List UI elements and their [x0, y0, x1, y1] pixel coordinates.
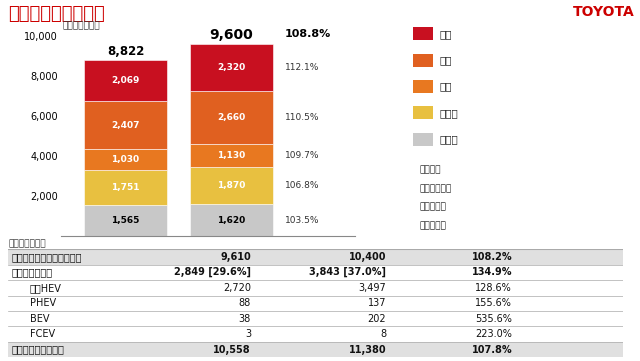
Text: 106.8%: 106.8% [285, 181, 319, 190]
Bar [84, 170, 167, 205]
FancyBboxPatch shape [8, 280, 623, 296]
Bar [190, 144, 273, 166]
Text: 1,130: 1,130 [218, 151, 246, 160]
Text: 10,400: 10,400 [349, 252, 386, 262]
Text: （単位：千台）: （単位：千台） [62, 21, 100, 30]
Text: グループ総販売台数: グループ総販売台数 [12, 345, 64, 355]
Bar [84, 149, 167, 170]
Text: 連結販売台数見通し: 連結販売台数見通し [8, 5, 105, 23]
FancyBboxPatch shape [8, 296, 623, 311]
Text: ・中南米: ・中南米 [419, 165, 441, 174]
Text: 137: 137 [367, 298, 386, 308]
Text: 電動車【比率】: 電動車【比率】 [12, 267, 52, 277]
Text: 9,610: 9,610 [220, 252, 251, 262]
Text: 3,843 [37.0%]: 3,843 [37.0%] [309, 267, 386, 278]
FancyBboxPatch shape [8, 342, 623, 357]
Text: PHEV: PHEV [30, 298, 56, 308]
Text: 88: 88 [239, 298, 251, 308]
Text: 8,822: 8,822 [107, 45, 144, 58]
Text: 11,380: 11,380 [349, 345, 386, 355]
Text: 8: 8 [380, 329, 386, 339]
Text: 107.8%: 107.8% [472, 345, 512, 355]
Text: 前期比: 前期比 [285, 252, 300, 261]
Text: ・アフリカ: ・アフリカ [419, 203, 446, 212]
Text: '23.3期 実績: '23.3期 実績 [106, 252, 145, 261]
Text: 日本: 日本 [440, 29, 452, 39]
Text: アジア: アジア [440, 108, 458, 118]
Text: BEV: BEV [30, 314, 49, 324]
Text: ・オセアニア: ・オセアニア [419, 184, 451, 193]
Text: 223.0%: 223.0% [476, 329, 512, 339]
Text: 1,870: 1,870 [218, 181, 246, 190]
Text: 1,751: 1,751 [111, 183, 140, 192]
Text: 9,600: 9,600 [210, 28, 253, 42]
Text: 108.8%: 108.8% [285, 29, 331, 39]
Text: 3: 3 [245, 329, 251, 339]
Text: 北米: 北米 [440, 55, 452, 65]
Text: 109.7%: 109.7% [285, 151, 319, 160]
FancyBboxPatch shape [8, 249, 623, 265]
Bar [190, 91, 273, 144]
Text: TOYOTA: TOYOTA [573, 5, 635, 19]
Text: FCEV: FCEV [30, 329, 55, 339]
Text: 2,660: 2,660 [218, 113, 246, 122]
Text: 内、HEV: 内、HEV [30, 283, 61, 293]
Bar [84, 205, 167, 236]
Text: トヨタ・レクサス販売台数: トヨタ・レクサス販売台数 [12, 252, 82, 262]
Bar [84, 60, 167, 101]
Text: 155.6%: 155.6% [476, 298, 512, 308]
Text: '23.4-'24.3: '23.4-'24.3 [209, 262, 254, 271]
Bar [190, 204, 273, 236]
Text: 1,565: 1,565 [111, 216, 140, 225]
Text: 2,320: 2,320 [218, 63, 246, 72]
Bar [190, 44, 273, 91]
FancyBboxPatch shape [8, 265, 623, 280]
Text: 110.5%: 110.5% [285, 113, 319, 122]
Text: '22.4-'23.3: '22.4-'23.3 [103, 262, 148, 271]
Text: 3,497: 3,497 [358, 283, 386, 293]
Text: 38: 38 [239, 314, 251, 324]
Text: 202: 202 [367, 314, 386, 324]
Text: 2,407: 2,407 [111, 121, 140, 130]
Text: 1,620: 1,620 [218, 216, 246, 225]
Text: その他: その他 [440, 134, 458, 144]
Text: 112.1%: 112.1% [285, 63, 319, 72]
FancyBboxPatch shape [8, 311, 623, 326]
Text: 535.6%: 535.6% [476, 314, 512, 324]
Text: 10,558: 10,558 [213, 345, 251, 355]
Text: 2,069: 2,069 [111, 76, 140, 85]
FancyBboxPatch shape [8, 326, 623, 342]
Text: ・中東など: ・中東など [419, 222, 446, 230]
Bar [190, 166, 273, 204]
Text: '24.3期 見通し: '24.3期 見通し [210, 252, 253, 261]
Text: 108.2%: 108.2% [472, 252, 512, 262]
Text: 欧州: 欧州 [440, 82, 452, 92]
Text: 128.6%: 128.6% [476, 283, 512, 293]
Bar [84, 101, 167, 149]
Text: 2,849 [29.6%]: 2,849 [29.6%] [174, 267, 251, 278]
Text: 1,030: 1,030 [111, 155, 140, 164]
Text: 2,720: 2,720 [223, 283, 251, 293]
Text: 134.9%: 134.9% [472, 267, 512, 277]
Text: 103.5%: 103.5% [285, 216, 319, 225]
Text: ご参考（小売）: ご参考（小売） [8, 239, 46, 248]
